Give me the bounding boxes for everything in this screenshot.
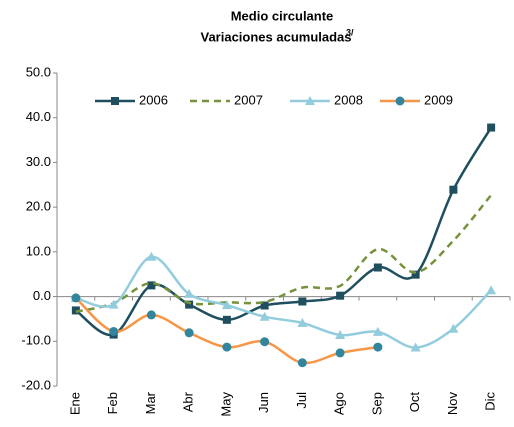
x-tick-label: Jun: [256, 392, 271, 413]
x-tick-label: Feb: [105, 392, 120, 414]
x-tick-label: Mar: [143, 391, 158, 414]
point: [146, 251, 157, 261]
point: [373, 263, 382, 272]
legend-label: 2008: [334, 92, 363, 107]
point: [297, 317, 308, 327]
point: [71, 306, 80, 315]
legend-marker: [395, 96, 405, 106]
point: [222, 315, 231, 324]
y-tick-label: 20.0: [26, 199, 51, 214]
x-tick-label: Nov: [445, 392, 460, 416]
series: [71, 123, 496, 339]
legend-marker: [111, 97, 119, 105]
point: [449, 185, 458, 194]
point: [335, 330, 346, 340]
point: [147, 281, 156, 290]
line: [75, 194, 493, 313]
point: [260, 301, 269, 310]
point: [297, 358, 307, 368]
point: [260, 337, 270, 347]
point: [109, 326, 119, 336]
x-tick-label: Sep: [369, 392, 384, 415]
point: [222, 342, 232, 352]
x-tick-label: Ago: [332, 392, 347, 415]
point: [448, 323, 459, 333]
series: [71, 293, 383, 368]
x-tick-label: Ene: [67, 392, 82, 415]
chart-subtitle: Variaciones acumuladas: [200, 29, 351, 44]
line: [75, 126, 493, 337]
point: [185, 300, 194, 309]
x-tick-label: Oct: [407, 392, 422, 413]
series: [75, 194, 493, 313]
point: [372, 326, 383, 336]
point: [486, 285, 497, 295]
x-tick-label: Jul: [294, 392, 309, 409]
legend-marker: [305, 96, 315, 105]
x-tick-label: May: [218, 392, 233, 417]
y-tick-label: -10.0: [21, 333, 51, 348]
chart-title: Medio circulante: [231, 8, 334, 23]
point: [336, 291, 345, 300]
y-tick-label: 50.0: [26, 64, 51, 79]
series: [70, 251, 497, 352]
legend-label: 2009: [424, 92, 453, 107]
y-tick-label: 10.0: [26, 243, 51, 258]
point: [487, 123, 496, 132]
point: [373, 342, 383, 352]
point: [335, 348, 345, 358]
point: [146, 310, 156, 320]
point: [221, 300, 232, 310]
x-tick-label: Dic: [483, 392, 498, 411]
y-tick-label: 30.0: [26, 154, 51, 169]
point: [184, 328, 194, 338]
x-tick-label: Abr: [181, 391, 196, 412]
legend-label: 2006: [139, 92, 168, 107]
point: [108, 299, 119, 309]
y-tick-label: 0.0: [33, 288, 51, 303]
point: [298, 297, 307, 306]
point: [410, 342, 421, 352]
point: [184, 288, 195, 298]
subtitle-note: 3/: [346, 27, 354, 37]
point: [411, 270, 420, 279]
point: [71, 293, 81, 303]
y-tick-label: 40.0: [26, 109, 51, 124]
point: [259, 311, 270, 321]
legend-label: 2007: [234, 92, 263, 107]
y-tick-label: -20.0: [21, 377, 51, 392]
